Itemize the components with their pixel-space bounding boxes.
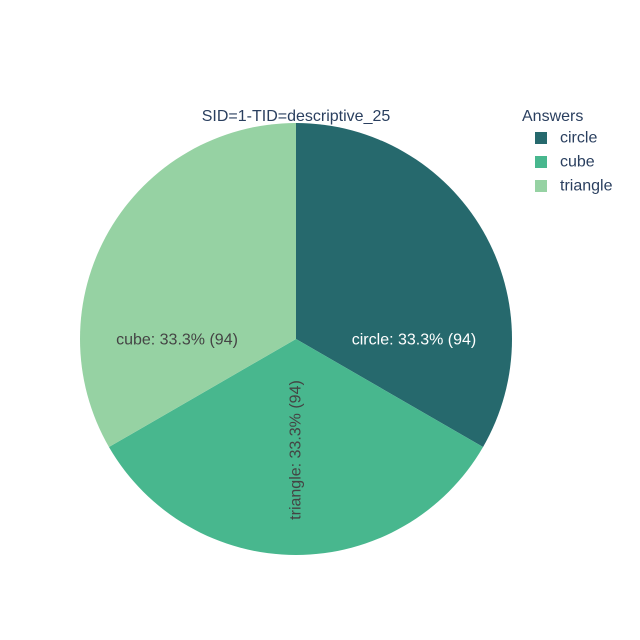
chart-title: SID=1-TID=descriptive_25: [202, 108, 391, 125]
slice-label-cube: cube: 33.3% (94): [116, 332, 238, 349]
legend-swatch-cube[interactable]: [535, 156, 547, 168]
pie-slice-triangle[interactable]: [80, 123, 297, 447]
legend-label-circle[interactable]: circle: [560, 130, 597, 147]
legend: Answers circle cube triangle: [522, 108, 613, 195]
legend-label-triangle[interactable]: triangle: [560, 178, 613, 195]
pie-slice-cube[interactable]: [108, 339, 484, 555]
legend-swatch-triangle[interactable]: [535, 180, 547, 192]
legend-label-cube[interactable]: cube: [560, 154, 595, 171]
pie-slices: [80, 123, 512, 555]
legend-title: Answers: [522, 108, 583, 125]
slice-label-circle: circle: 33.3% (94): [352, 332, 477, 349]
pie-slice-labels: circle: 33.3% (94) cube: 33.3% (94) triang…: [116, 332, 476, 520]
pie-slice-circle[interactable]: [296, 123, 512, 447]
slice-label-triangle: triangle: 33.3% (94): [288, 380, 305, 520]
legend-swatch-circle[interactable]: [535, 132, 547, 144]
